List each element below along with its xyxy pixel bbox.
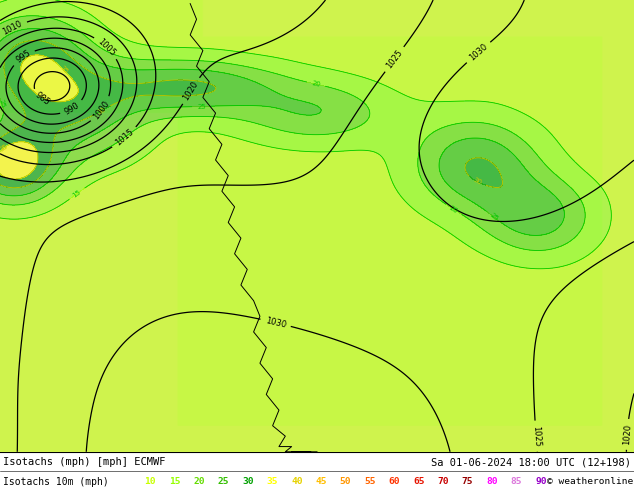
Text: 1000: 1000 xyxy=(92,99,112,121)
Text: 75: 75 xyxy=(462,477,474,486)
Text: 1020: 1020 xyxy=(622,423,632,445)
Text: 995: 995 xyxy=(15,49,32,65)
Text: 30: 30 xyxy=(96,106,107,115)
Text: 20: 20 xyxy=(311,80,321,88)
Text: Isotachs 10m (mph): Isotachs 10m (mph) xyxy=(3,477,109,487)
Text: Isotachs (mph) [mph] ECMWF: Isotachs (mph) [mph] ECMWF xyxy=(3,458,165,467)
Text: 55: 55 xyxy=(364,477,376,486)
Text: 15: 15 xyxy=(169,477,181,486)
Text: 35: 35 xyxy=(266,477,278,486)
Text: 85: 85 xyxy=(511,477,522,486)
Text: 65: 65 xyxy=(413,477,425,486)
Text: 30: 30 xyxy=(472,177,482,186)
Text: 1025: 1025 xyxy=(531,425,541,447)
Text: 90: 90 xyxy=(535,477,547,486)
Text: 1005: 1005 xyxy=(96,37,117,58)
Text: © weatheronline.co.uk: © weatheronline.co.uk xyxy=(547,477,634,486)
Text: 1010: 1010 xyxy=(1,19,24,37)
Text: 1015: 1015 xyxy=(114,127,136,148)
Text: 990: 990 xyxy=(63,100,81,117)
Text: 25: 25 xyxy=(197,103,206,110)
Text: 80: 80 xyxy=(486,477,498,486)
Text: 15: 15 xyxy=(72,189,82,198)
Text: Sa 01-06-2024 18:00 UTC (12+198): Sa 01-06-2024 18:00 UTC (12+198) xyxy=(431,458,631,467)
Text: 1020: 1020 xyxy=(181,79,200,102)
Text: 1030: 1030 xyxy=(264,316,287,329)
Text: 40: 40 xyxy=(291,477,302,486)
Text: 45: 45 xyxy=(316,477,327,486)
Text: 25: 25 xyxy=(0,99,6,109)
Text: 50: 50 xyxy=(340,477,351,486)
Text: 70: 70 xyxy=(437,477,449,486)
Text: 20: 20 xyxy=(193,477,205,486)
Text: 1030: 1030 xyxy=(467,42,489,63)
Text: 1025: 1025 xyxy=(385,48,404,71)
Text: 985: 985 xyxy=(34,90,51,107)
Text: 10: 10 xyxy=(145,477,156,486)
Text: 35: 35 xyxy=(58,65,69,75)
Text: 35: 35 xyxy=(0,143,10,153)
Text: 25: 25 xyxy=(218,477,230,486)
Text: 60: 60 xyxy=(389,477,400,486)
Text: 20: 20 xyxy=(448,204,459,214)
Text: 25: 25 xyxy=(489,212,500,222)
Text: 30: 30 xyxy=(242,477,254,486)
